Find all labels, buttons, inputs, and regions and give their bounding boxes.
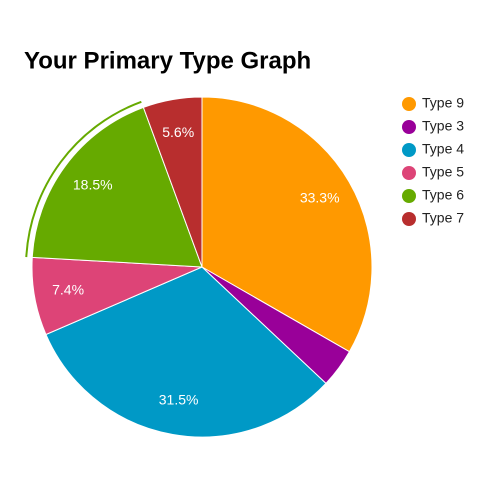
legend-swatch <box>402 166 416 180</box>
pie-slice <box>142 96 203 268</box>
legend-swatch <box>402 189 416 203</box>
legend-label: Type 7 <box>422 210 464 226</box>
data-label: 33.3% <box>300 190 340 206</box>
legend-swatch <box>402 97 416 111</box>
legend-label: Type 5 <box>422 164 464 180</box>
legend-label: Type 6 <box>422 187 464 203</box>
data-label: 7.4% <box>52 282 84 298</box>
legend-label: Type 3 <box>422 118 464 134</box>
data-label: 18.5% <box>73 177 113 193</box>
legend-swatch <box>402 212 416 226</box>
data-label: 31.5% <box>159 392 199 408</box>
legend-label: Type 9 <box>422 95 464 111</box>
slice-highlight <box>25 100 142 258</box>
pie-slice <box>31 106 203 268</box>
pie-slice <box>45 266 327 438</box>
data-label: 5.6% <box>162 124 194 140</box>
legend-swatch <box>402 120 416 134</box>
pie-slice <box>201 96 373 353</box>
chart-title: Your Primary Type Graph <box>24 47 311 74</box>
legend-swatch <box>402 143 416 157</box>
legend-label: Type 4 <box>422 141 464 157</box>
